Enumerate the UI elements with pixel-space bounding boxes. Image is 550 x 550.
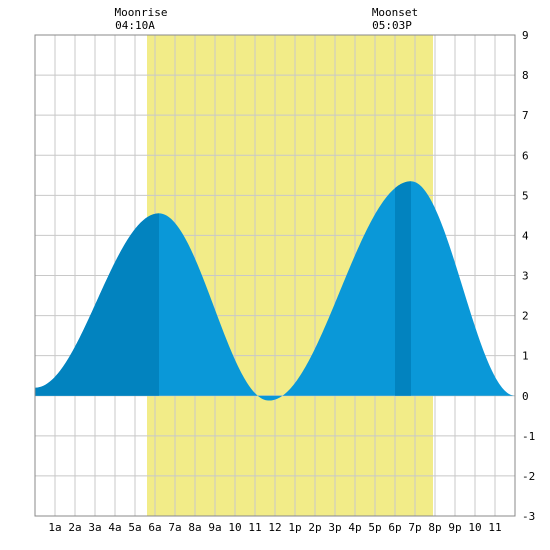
x-tick-label: 6p [388, 521, 401, 534]
y-tick-label: 2 [522, 310, 529, 323]
y-tick-labels: -3 -2 -1 0 1 2 3 4 5 6 7 8 9 [522, 29, 535, 523]
moonrise-label: Moonrise [115, 6, 168, 19]
x-tick-labels: 1a 2a 3a 4a 5a 6a 7a 8a 9a 10 11 12 1p 2p 3p 4p 5p 6p 7p 8p… [48, 521, 501, 534]
x-tick-label: 3a [88, 521, 101, 534]
x-tick-label: 1a [48, 521, 61, 534]
x-tick-label: 3p [328, 521, 341, 534]
x-tick-label: 10 [228, 521, 241, 534]
x-tick-label: 10 [468, 521, 481, 534]
y-tick-label: -3 [522, 510, 535, 523]
x-tick-label: 6a [148, 521, 161, 534]
x-tick-label: 2a [68, 521, 81, 534]
x-tick-label: 7a [168, 521, 181, 534]
tide-area-dark-2 [395, 181, 411, 396]
y-tick-label: 7 [522, 109, 529, 122]
plot-frame [34, 34, 516, 517]
x-tick-label: 5p [368, 521, 381, 534]
x-tick-label: 5a [128, 521, 141, 534]
x-tick-label: 4p [348, 521, 361, 534]
y-tick-label: 4 [522, 229, 529, 242]
tide-area-dark-1 [35, 213, 159, 396]
x-tick-label: 9a [208, 521, 221, 534]
x-tick-label: 8p [428, 521, 441, 534]
tide-layer [35, 181, 515, 401]
y-tick-label: 9 [522, 29, 529, 42]
x-tick-label: 2p [308, 521, 321, 534]
x-tick-label: 8a [188, 521, 201, 534]
x-tick-label: 7p [408, 521, 421, 534]
moonset-label: Moonset [372, 6, 418, 19]
y-tick-label: -1 [522, 430, 535, 443]
moonrise-time: 04:10A [115, 19, 155, 32]
moonset-time: 05:03P [372, 19, 412, 32]
y-tick-label: 5 [522, 189, 529, 202]
x-tick-label: 11 [248, 521, 261, 534]
y-tick-label: 8 [522, 69, 529, 82]
x-tick-label: 12 [268, 521, 281, 534]
y-tick-label: 6 [522, 149, 529, 162]
x-tick-label: 9p [448, 521, 461, 534]
x-tick-label: 1p [288, 521, 301, 534]
y-tick-label: 1 [522, 350, 529, 363]
x-tick-label: 4a [108, 521, 121, 534]
x-tick-label: 11 [488, 521, 501, 534]
y-tick-label: 3 [522, 270, 529, 283]
y-tick-label: 0 [522, 390, 529, 403]
y-tick-label: -2 [522, 470, 535, 483]
